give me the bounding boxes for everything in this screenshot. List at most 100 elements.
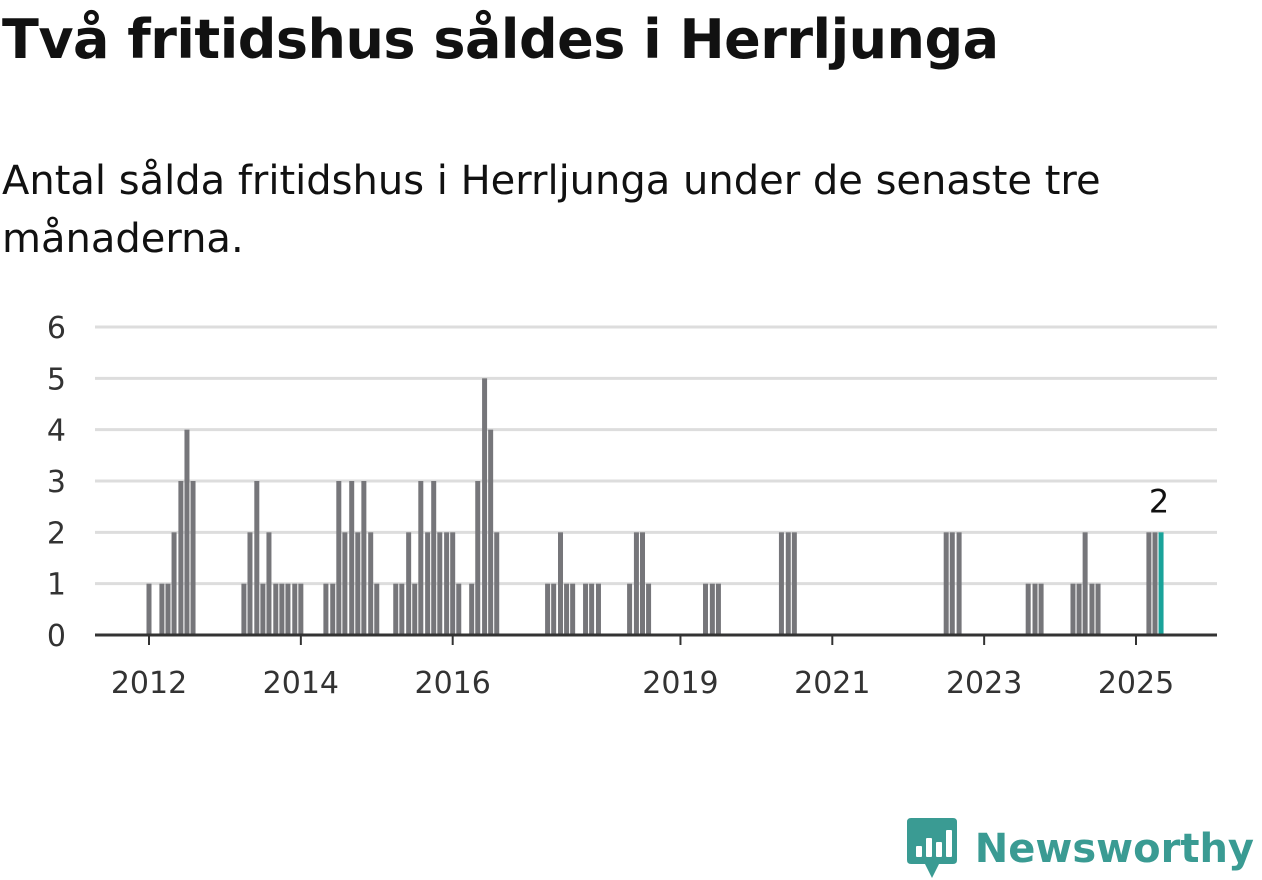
bar xyxy=(437,532,443,635)
bar xyxy=(406,532,412,635)
bar xyxy=(456,583,462,635)
bar xyxy=(393,583,399,635)
bar xyxy=(247,532,253,635)
bar xyxy=(583,583,589,635)
bar xyxy=(285,583,291,635)
data-labels: 2 xyxy=(1149,482,1169,520)
bar xyxy=(412,583,418,635)
bar xyxy=(184,429,190,635)
y-tick-label: 1 xyxy=(47,568,66,603)
bar xyxy=(241,583,247,635)
bar xyxy=(444,532,450,635)
bar xyxy=(266,532,272,635)
x-tick-label: 2023 xyxy=(946,666,1022,701)
bar xyxy=(1076,583,1082,635)
y-axis-ticks: 0 1 2 3 4 5 6 xyxy=(47,311,66,654)
bar xyxy=(254,481,260,635)
x-axis-ticks: 2012 2014 2016 2019 2021 2023 2025 xyxy=(111,635,1174,701)
bar xyxy=(956,532,962,635)
x-tick-label: 2014 xyxy=(263,666,339,701)
bar xyxy=(785,532,791,635)
bar xyxy=(589,583,595,635)
bar xyxy=(564,583,570,635)
bar xyxy=(1082,532,1088,635)
chart-subtitle: Antal sålda fritidshus i Herrljunga unde… xyxy=(2,158,1101,262)
brand-name: Newsworthy xyxy=(974,826,1254,872)
bar xyxy=(1025,583,1031,635)
bar xyxy=(178,481,184,635)
bar xyxy=(298,583,304,635)
chart-title: Två fritidshus såldes i Herrljunga xyxy=(2,8,999,71)
y-tick-label: 5 xyxy=(47,362,66,397)
bar xyxy=(342,532,348,635)
y-tick-label: 6 xyxy=(47,311,66,346)
bar xyxy=(349,481,355,635)
bar-chart: 0 1 2 3 4 5 6 2012 2014 2016 2019 2021 2023 2025 2 xyxy=(47,311,1217,701)
x-tick-label: 2021 xyxy=(794,666,870,701)
bar xyxy=(551,583,557,635)
bars xyxy=(146,378,1164,635)
bar xyxy=(1152,532,1158,635)
bar xyxy=(1038,583,1044,635)
bar xyxy=(165,583,171,635)
bar xyxy=(361,481,367,635)
newsworthy-brand: Newsworthy xyxy=(906,818,1254,880)
data-label: 2 xyxy=(1149,482,1169,520)
bar xyxy=(1070,583,1076,635)
bar xyxy=(323,583,329,635)
newsworthy-logo-icon xyxy=(906,818,957,878)
bar xyxy=(482,378,488,635)
gridlines xyxy=(95,325,1217,586)
bar xyxy=(399,583,405,635)
bar xyxy=(943,532,949,635)
x-tick-label: 2025 xyxy=(1098,666,1174,701)
bar xyxy=(431,481,437,635)
bar xyxy=(715,583,721,635)
bar xyxy=(627,583,633,635)
bar xyxy=(450,532,456,635)
bar xyxy=(260,583,266,635)
bar xyxy=(469,583,475,635)
bar xyxy=(640,532,645,635)
bar xyxy=(709,583,715,635)
bar-highlight xyxy=(1158,532,1164,635)
bar xyxy=(171,532,177,635)
bar xyxy=(791,532,797,635)
bar xyxy=(570,583,576,635)
x-tick-label: 2016 xyxy=(415,666,491,701)
y-tick-label: 0 xyxy=(47,619,66,654)
y-tick-label: 3 xyxy=(47,465,66,500)
bar xyxy=(273,583,279,635)
x-tick-label: 2012 xyxy=(111,666,187,701)
bar xyxy=(146,583,152,635)
bar xyxy=(336,481,342,635)
bar xyxy=(475,481,481,635)
x-tick-label: 2019 xyxy=(642,666,718,701)
bar xyxy=(494,532,500,635)
y-tick-label: 4 xyxy=(47,414,66,449)
bar xyxy=(418,481,424,635)
bar xyxy=(545,583,551,635)
bar xyxy=(488,429,494,635)
bar xyxy=(374,583,380,635)
bar xyxy=(279,583,285,635)
bar xyxy=(159,583,165,635)
bar xyxy=(595,583,601,635)
bar xyxy=(1032,583,1038,635)
bar xyxy=(368,532,374,635)
bar xyxy=(778,532,784,635)
bar xyxy=(558,532,564,635)
bar xyxy=(355,532,361,635)
bar xyxy=(1146,532,1152,635)
y-tick-label: 2 xyxy=(47,516,66,551)
bar xyxy=(703,583,709,635)
bar xyxy=(633,532,639,635)
bar xyxy=(190,481,196,635)
bar xyxy=(949,532,955,635)
bar xyxy=(1095,583,1101,635)
bar xyxy=(1089,583,1095,635)
bar xyxy=(330,583,336,635)
bar xyxy=(425,532,431,635)
bar xyxy=(292,583,298,635)
bar xyxy=(646,583,652,635)
